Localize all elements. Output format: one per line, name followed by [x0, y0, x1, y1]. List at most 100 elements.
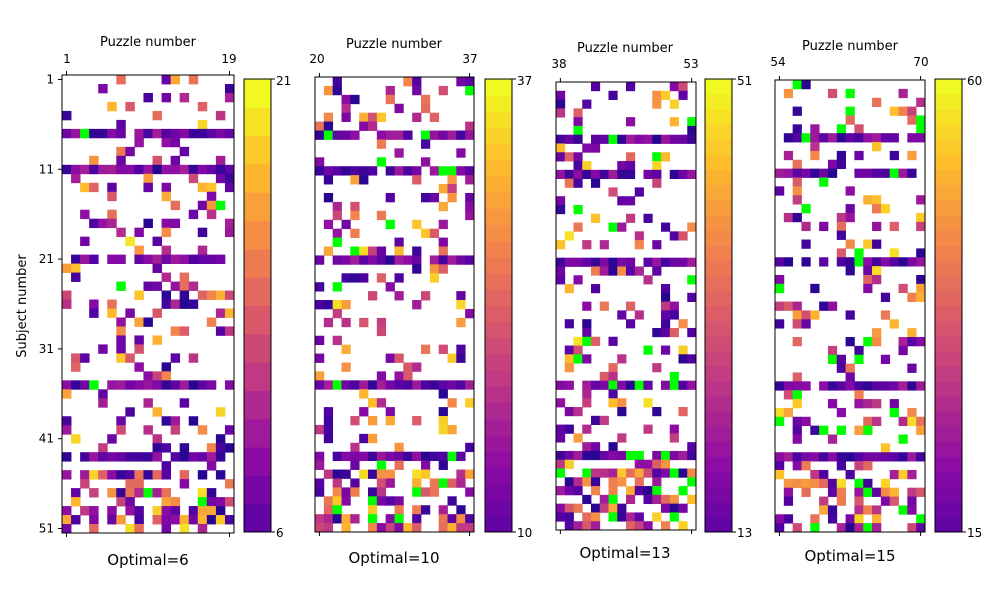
heatmap-cell: [421, 157, 431, 167]
heatmap-cell: [608, 336, 618, 346]
heatmap-cell: [573, 336, 583, 346]
heatmap-cell: [341, 487, 351, 497]
heatmap-cell: [161, 137, 172, 148]
heatmap-cell: [315, 460, 325, 470]
heatmap-cell: [564, 363, 574, 373]
heatmap-cell: [403, 77, 413, 87]
colorbar-max-label: 21: [276, 74, 291, 88]
heatmap-cell: [827, 514, 838, 524]
heatmap-cell: [341, 380, 351, 390]
heatmap-cell: [368, 246, 378, 256]
heatmap-cell: [376, 326, 387, 337]
heatmap-cell: [863, 168, 873, 178]
heatmap-cell: [385, 469, 395, 479]
heatmap-cell: [573, 503, 583, 513]
heatmap-cell: [775, 301, 785, 311]
heatmap-cell: [179, 443, 190, 453]
x-tick-label-first: 1: [63, 52, 71, 66]
heatmap-cell: [224, 497, 235, 507]
heatmap-cell: [447, 424, 457, 435]
heatmap-cell: [447, 192, 457, 203]
heatmap-cell: [341, 166, 351, 176]
colorbar-band: [705, 365, 732, 382]
heatmap-cell: [669, 134, 679, 144]
heatmap-cell: [385, 94, 395, 105]
colorbar-band: [935, 350, 962, 367]
heatmap-cell: [170, 200, 181, 211]
heatmap-cell: [161, 380, 172, 390]
heatmap-cell: [152, 380, 162, 390]
heatmap-cell: [134, 479, 144, 489]
heatmap-cell: [845, 88, 855, 99]
heatmap-cell: [62, 164, 72, 175]
heatmap-cell: [582, 389, 592, 399]
colorbar-band: [244, 390, 271, 420]
heatmap-cell: [206, 290, 217, 300]
heatmap-cell: [626, 301, 636, 311]
heatmap-cell: [810, 168, 820, 178]
heatmap-cell: [161, 488, 172, 498]
heatmap-cell: [907, 115, 917, 125]
heatmap-cell: [447, 353, 457, 363]
heatmap-cell: [792, 478, 802, 489]
heatmap-cell: [134, 524, 144, 534]
heatmap-cell: [125, 407, 135, 417]
heatmap-cell: [206, 254, 217, 264]
heatmap-cell: [608, 512, 618, 522]
heatmap-cell: [447, 398, 457, 408]
heatmap-cell: [341, 219, 351, 230]
heatmap-cell: [827, 88, 838, 99]
x-tick-label-last: 53: [683, 57, 698, 71]
heatmap-cell: [880, 487, 891, 497]
colorbar-band: [705, 154, 732, 171]
colorbar-band: [705, 471, 732, 488]
heatmap-cell: [465, 308, 475, 319]
colorbar-band: [485, 143, 512, 161]
heatmap-cell: [429, 228, 440, 238]
heatmap-cell: [197, 488, 208, 498]
heatmap-cell: [359, 121, 369, 131]
heatmap-cell: [170, 515, 181, 525]
heatmap-cell: [792, 523, 802, 533]
heatmap-cell: [661, 345, 671, 355]
heatmap-cell: [368, 121, 378, 131]
heatmap-cell: [197, 506, 208, 516]
heatmap-cell: [599, 371, 609, 382]
heatmap-cell: [125, 470, 135, 480]
heatmap-cell: [438, 184, 448, 194]
heatmap-cell: [161, 362, 172, 372]
heatmap-cell: [854, 124, 864, 134]
colorbar-band: [935, 516, 962, 533]
heatmap-cell: [792, 80, 802, 90]
colorbar-max-label: 37: [517, 74, 532, 88]
colorbar-band: [705, 139, 732, 155]
y-tick-label: 1: [46, 72, 54, 86]
heatmap-cell: [376, 380, 387, 390]
heatmap-cell: [898, 283, 908, 294]
heatmap-cell: [71, 254, 81, 264]
heatmap-cell: [801, 257, 811, 267]
heatmap-cell: [669, 257, 679, 267]
heatmap-cell: [465, 487, 475, 497]
heatmap-cells: [314, 73, 516, 536]
heatmap-cell: [215, 515, 226, 525]
heatmap-cell: [368, 416, 378, 426]
colorbar-band: [244, 475, 271, 505]
heatmap-cell: [206, 380, 217, 390]
heatmap-cell: [872, 328, 882, 338]
heatmap-cell: [116, 281, 126, 291]
heatmap-cell: [792, 186, 802, 196]
heatmap-cell: [643, 521, 653, 531]
heatmap-cell: [197, 254, 208, 264]
heatmap-cell: [827, 354, 838, 365]
heatmap-cell: [626, 521, 636, 531]
heatmap-cell: [591, 477, 601, 487]
colorbar-band: [244, 362, 271, 391]
heatmap-cell: [368, 255, 378, 265]
heatmap-cell: [582, 494, 592, 505]
heatmap-cell: [564, 486, 574, 496]
heatmap-cell: [591, 468, 601, 478]
heatmap-cell: [907, 106, 917, 116]
heatmap-cell: [341, 317, 351, 328]
